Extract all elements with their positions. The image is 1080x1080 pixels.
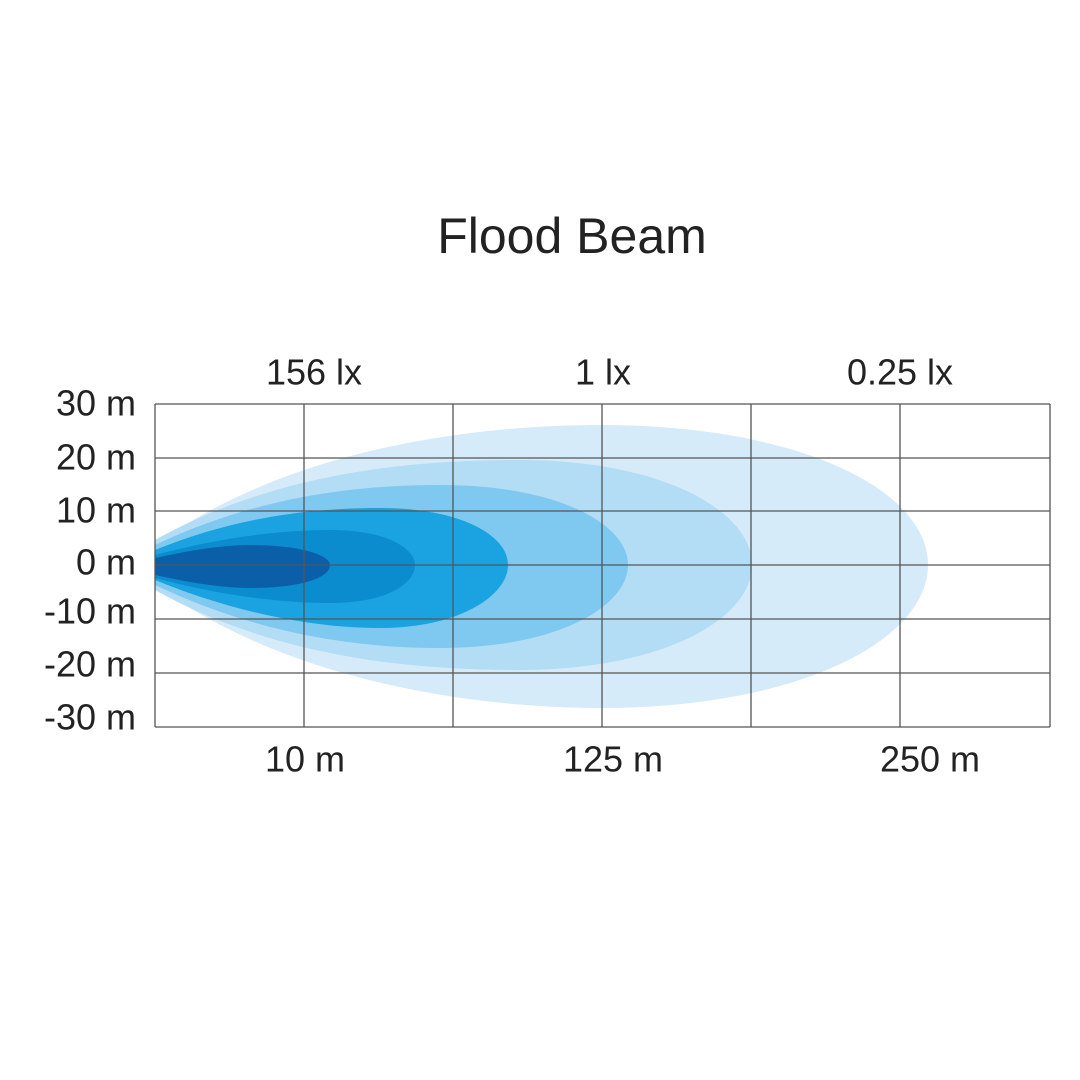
lux-label: 156 lx [266, 352, 362, 393]
y-label: 10 m [56, 490, 136, 531]
x-label: 125 m [563, 739, 663, 780]
y-label: -10 m [44, 591, 136, 632]
y-label: -30 m [44, 697, 136, 738]
x-label: 10 m [265, 739, 345, 780]
lux-label: 1 lx [575, 352, 631, 393]
x-label: 250 m [880, 739, 980, 780]
y-label: 30 m [56, 383, 136, 424]
y-label: 0 m [76, 542, 136, 583]
grid [154, 403, 1051, 728]
title: Flood Beam [437, 208, 707, 264]
y-label: -20 m [44, 644, 136, 685]
lux-label: 0.25 lx [847, 352, 953, 393]
y-label: 20 m [56, 437, 136, 478]
beam-layer [155, 545, 330, 588]
